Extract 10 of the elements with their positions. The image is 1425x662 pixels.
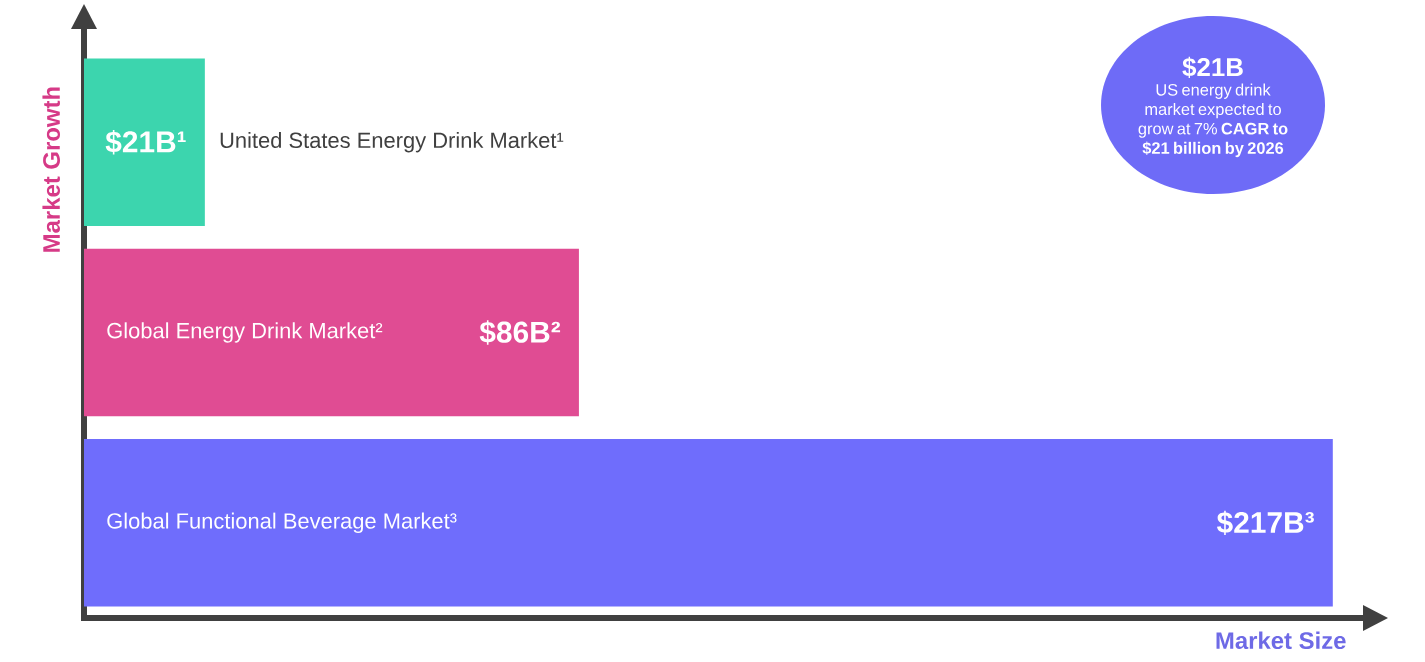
- x-axis-title: Market Size: [1216, 631, 1346, 650]
- data-label: $217B³: [1216, 510, 1314, 536]
- annotation: US energy drink market expected to grow at 7% CAGR to $21 billion by 2026: [1138, 83, 1288, 158]
- y-tick-label: United States Energy Drink Market¹: [220, 131, 564, 153]
- y-axis-title: Market Growth: [42, 87, 60, 252]
- data-label: $21B¹: [105, 129, 186, 155]
- y-tick-label: Global Functional Beverage Market³: [107, 512, 457, 534]
- data-label: $86B²: [479, 320, 561, 345]
- annotation: $21B: [1182, 56, 1243, 78]
- y-tick-label: Global Energy Drink Market²: [107, 322, 383, 343]
